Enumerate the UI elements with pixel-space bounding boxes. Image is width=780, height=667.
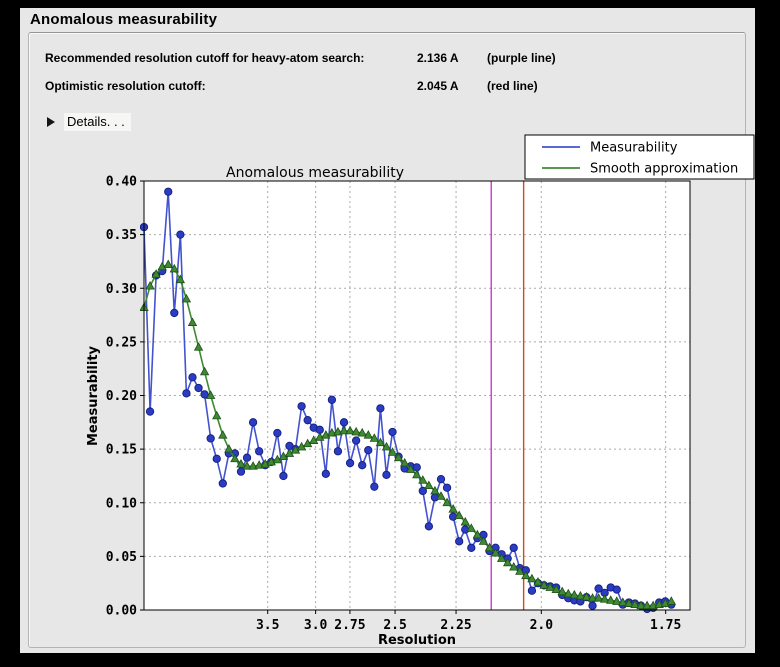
- series-smooth-approximation: [140, 259, 677, 610]
- recommended-cutoff-value: 2.136 A: [417, 51, 459, 65]
- axis-ticks: [140, 180, 667, 614]
- svg-text:0.10: 0.10: [106, 496, 137, 511]
- svg-text:0.30: 0.30: [106, 282, 137, 297]
- chart-title: Anomalous measurability: [226, 165, 404, 181]
- optimistic-cutoff-note: (red line): [487, 79, 538, 93]
- recommended-cutoff-note: (purple line): [487, 51, 556, 65]
- groupbox-border: [28, 32, 746, 648]
- svg-text:3.5: 3.5: [256, 618, 279, 633]
- optimistic-cutoff-row: Optimistic resolution cutoff: 2.045 A (r…: [20, 79, 755, 95]
- svg-text:0.05: 0.05: [106, 550, 137, 565]
- panel-title: Anomalous measurability: [30, 11, 218, 28]
- svg-text:0.40: 0.40: [106, 175, 137, 190]
- svg-text:2.5: 2.5: [383, 618, 406, 633]
- svg-text:2.0: 2.0: [530, 618, 554, 633]
- measurability-chart: 3.5 3.0 2.75 2.5 2.25 2.0 1.75 0.00 0.05 0.10 0.15…: [86, 134, 755, 648]
- gridlines: [144, 181, 690, 610]
- y-axis-tick-labels: 0.00 0.05 0.10 0.15 0.20 0.25 0.30 0.35 0.40: [106, 175, 137, 619]
- svg-text:0.20: 0.20: [106, 389, 137, 404]
- recommended-cutoff-row: Recommended resolution cutoff for heavy-…: [20, 51, 755, 67]
- optimistic-cutoff-label: Optimistic resolution cutoff:: [45, 79, 206, 93]
- recommended-cutoff-label: Recommended resolution cutoff for heavy-…: [45, 51, 365, 65]
- details-disclosure[interactable]: Details. . .: [47, 113, 131, 131]
- legend-label: Measurability: [590, 141, 678, 156]
- svg-text:2.75: 2.75: [334, 618, 365, 633]
- svg-text:3.0: 3.0: [304, 618, 328, 633]
- x-axis-tick-labels: 3.5 3.0 2.75 2.5 2.25 2.0 1.75: [256, 618, 681, 633]
- x-axis-label: Resolution: [378, 633, 456, 648]
- svg-text:2.25: 2.25: [440, 618, 471, 633]
- svg-text:0.25: 0.25: [106, 335, 137, 350]
- disclosure-triangle-icon[interactable]: [47, 117, 55, 127]
- legend-label: Smooth approximation: [590, 162, 738, 177]
- legend: Measurability Smooth approximation: [524, 134, 755, 180]
- details-label[interactable]: Details. . .: [64, 113, 131, 131]
- svg-text:0.35: 0.35: [106, 228, 137, 243]
- y-axis-label: Measurability: [86, 345, 101, 446]
- svg-text:0.00: 0.00: [106, 604, 137, 619]
- svg-text:1.75: 1.75: [650, 618, 681, 633]
- svg-text:0.15: 0.15: [106, 443, 137, 458]
- optimistic-cutoff-value: 2.045 A: [417, 79, 459, 93]
- anomalous-measurability-panel: Anomalous measurability Recommended reso…: [20, 8, 755, 653]
